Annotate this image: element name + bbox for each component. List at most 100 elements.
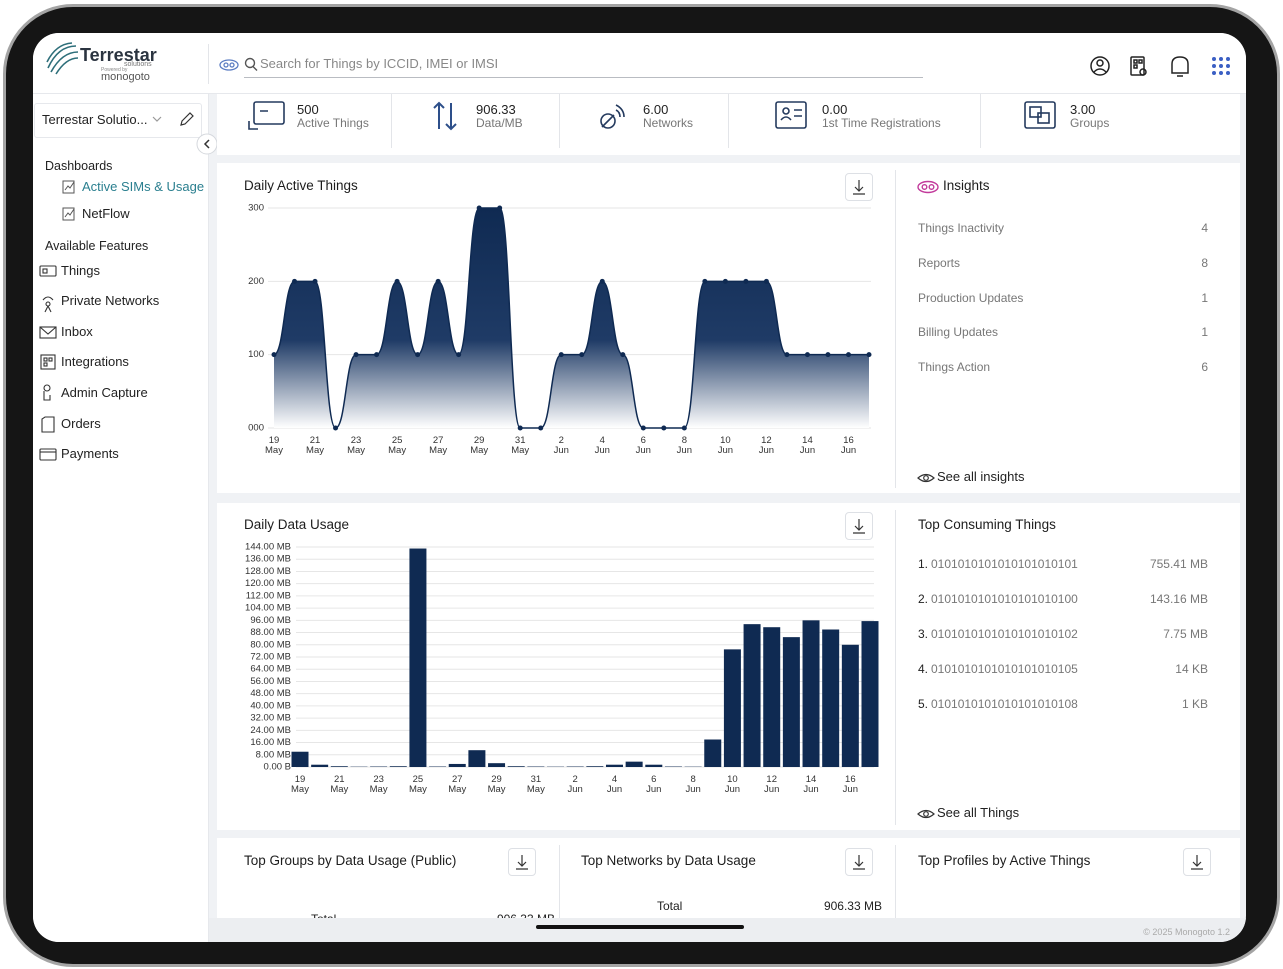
insights-title: Insights [943,178,990,193]
search-icons [219,57,258,71]
y-tick-label: 32.00 MB [250,713,291,724]
bar [743,624,761,767]
bar [507,766,525,767]
bar [822,629,840,767]
x-tick-label: 31 May [511,435,529,456]
header [33,33,1246,94]
x-tick-label: 16 Jun [843,774,858,795]
download-button[interactable] [845,848,873,876]
stat-label: Data/MB [476,116,523,130]
divider [895,845,896,920]
x-tick-label: 12 Jun [764,774,779,795]
point [640,425,646,431]
nav-item[interactable]: Things [61,263,101,278]
point [271,352,277,358]
org-selector[interactable] [34,103,202,138]
x-tick-label: 23 May [370,774,388,795]
nav-item[interactable]: Integrations [61,354,129,369]
nav-item[interactable]: Payments [61,446,119,461]
insight-count: 1 [1201,325,1208,339]
point [476,205,482,211]
point [743,278,749,284]
bar [488,763,506,767]
x-tick-label: 14 Jun [800,435,815,456]
screen: Terrestar solutions Powered by monogoto … [33,33,1246,942]
x-tick-label: 19 May [291,774,309,795]
bar [586,766,604,767]
stat-label: 1st Time Registrations [822,116,941,130]
x-tick-label: 10 Jun [718,435,733,456]
search-input[interactable]: Search for Things by ICCID, IMEI or IMSI [260,56,499,71]
section-title: Available Features [45,239,149,253]
total-label: Total [657,899,683,913]
point [353,352,359,358]
x-tick-label: 6 Jun [636,435,651,456]
total-value: 906.33 MB [823,899,882,913]
point [661,425,667,431]
point [394,278,400,284]
usage: 755.41 MB [1149,557,1208,571]
header-icons[interactable] [1088,53,1234,79]
insight-count: 4 [1201,221,1208,235]
nav-item[interactable]: Inbox [61,324,93,339]
divider [895,510,896,825]
y-tick-label: 96.00 MB [250,615,291,626]
x-tick-label: 31 May [527,774,545,795]
point [620,352,626,358]
stat-label: Networks [643,116,694,130]
insight-label: Production Updates [918,291,1024,305]
point [558,352,564,358]
point [702,278,708,284]
point [497,205,503,211]
app: Terrestar solutions Powered by monogoto … [33,33,1246,942]
sidebar [33,94,209,942]
insights-icon [917,180,939,194]
x-tick-label: 10 Jun [725,774,740,795]
rank: 4. [918,662,929,676]
y-tick-label: 100 [248,349,264,360]
y-tick-label: 64.00 MB [250,664,291,675]
x-tick-label: 27 May [429,435,447,456]
bar [723,649,741,767]
x-tick-label: 14 Jun [803,774,818,795]
bar [468,750,486,767]
nav-item[interactable]: Admin Capture [61,385,148,400]
panel-title: Top Networks by Data Usage [581,853,756,868]
usage: 14 KB [1175,662,1208,676]
nav-item[interactable]: Private Networks [61,293,160,308]
bar [605,764,623,767]
nav-item[interactable]: NetFlow [82,206,130,221]
stat-value: 3.00 [1070,102,1096,117]
x-tick-label: 4 Jun [607,774,622,795]
divider [728,94,729,148]
org-controls[interactable] [150,112,194,128]
point [374,352,380,358]
nav-item[interactable]: Active SIMs & Usage [82,179,205,194]
divider [559,845,560,920]
x-tick-label: 29 May [470,435,488,456]
chart-title: Daily Active Things [244,178,358,193]
divider [980,94,981,148]
stat-label: Groups [1070,116,1110,130]
x-tick-label: 25 May [388,435,406,456]
section-title: Dashboards [45,159,113,173]
y-tick-label: 72.00 MB [250,652,291,663]
link[interactable]: See all Things [937,805,1020,820]
rank: 3. [918,627,929,641]
link[interactable]: See all insights [937,469,1025,484]
rank: 5. [918,697,929,711]
org-name: Terrestar Solutio... [42,112,148,127]
x-tick-label: 19 May [265,435,283,456]
insight-label: Things Action [918,360,991,374]
usage: 1 KB [1181,697,1208,711]
divider [559,94,560,148]
y-tick-label: 56.00 MB [250,676,291,687]
nav-item[interactable]: Orders [61,416,101,431]
x-tick-label: 8 Jun [685,774,700,795]
y-tick-label: 0.00 B [264,762,291,773]
y-tick-label: 24.00 MB [250,725,291,736]
x-tick-label: 2 Jun [568,774,583,795]
logo-globe [46,42,79,75]
panel-title: Top Profiles by Active Things [918,853,1091,868]
x-tick-label: 16 Jun [841,435,856,456]
